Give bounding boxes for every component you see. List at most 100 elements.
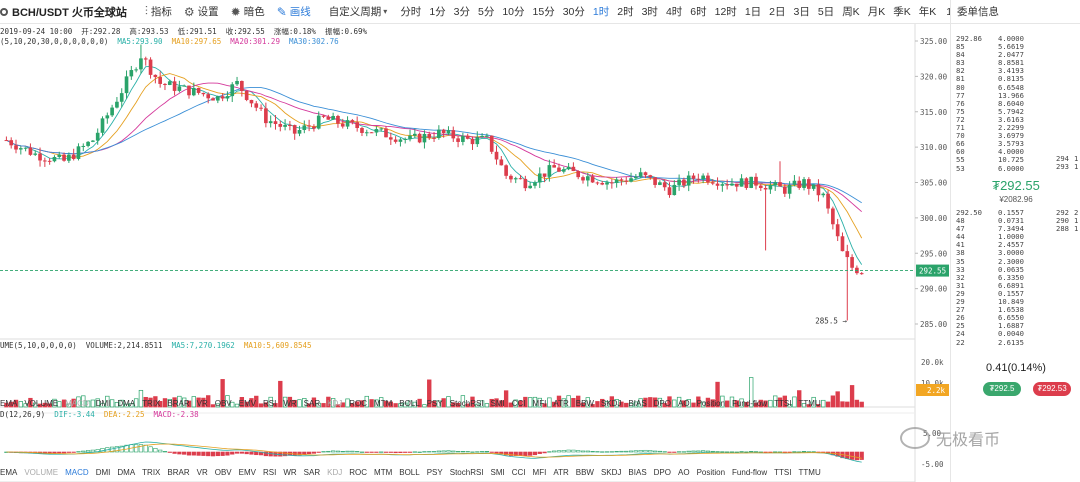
order-row[interactable]: 22 2.6135 <box>956 338 1040 347</box>
timeframe-14[interactable]: 2日 <box>769 6 786 18</box>
order-row-extra[interactable]: 292 2 <box>1056 208 1080 217</box>
indicator-tab-trix[interactable]: TRIX <box>142 399 161 408</box>
sell-price-button[interactable]: ₮292.53 <box>1033 382 1071 396</box>
order-row[interactable]: 25 1.6887 <box>956 322 1040 330</box>
order-row[interactable]: 292.86 4.0000 <box>956 34 1040 43</box>
indicator-tab-roc[interactable]: ROC <box>349 468 368 477</box>
indicator-tab-bbw[interactable]: BBW <box>575 399 594 408</box>
indicator-tab-cci[interactable]: CCI <box>511 399 526 408</box>
indicator-tab-ttsi[interactable]: TTSI <box>774 399 792 408</box>
order-row[interactable]: 81 0.8135 <box>956 75 1040 83</box>
timeframe-15[interactable]: 3日 <box>793 6 810 18</box>
order-row[interactable]: 55 10.725 <box>956 156 1040 164</box>
order-row[interactable]: 31 6.6891 <box>956 281 1040 290</box>
indicator-tab-wr[interactable]: WR <box>283 468 297 477</box>
order-row[interactable]: 66 3.5793 <box>956 140 1040 148</box>
timeframe-12[interactable]: 12时 <box>714 6 737 18</box>
timeframe-0[interactable]: 分时 <box>400 6 422 18</box>
indicator-tab-dpo[interactable]: DPO <box>653 399 671 408</box>
order-row[interactable]: 32 6.3350 <box>956 273 1040 282</box>
indicator-tab-ttmu[interactable]: TTMU <box>798 399 821 408</box>
indicator-tab-kdj[interactable]: KDJ <box>327 468 343 477</box>
order-row[interactable]: 33 0.0635 <box>956 265 1040 274</box>
timeframe-6[interactable]: 30分 <box>562 6 585 18</box>
order-row[interactable]: 48 0.0731 <box>956 216 1040 225</box>
indicator-tab-psy[interactable]: PSY <box>426 468 443 477</box>
timeframe-1[interactable]: 1分 <box>429 6 446 18</box>
order-row-extra[interactable]: 288 1 <box>1056 225 1080 233</box>
indicator-tab-kdj[interactable]: KDJ <box>327 399 343 408</box>
timeframe-3[interactable]: 5分 <box>478 6 495 18</box>
order-row[interactable]: 29 0.1557 <box>956 289 1040 298</box>
indicator-tab-boll[interactable]: BOLL <box>399 399 420 408</box>
indicator-tab-obv[interactable]: OBV <box>214 468 232 477</box>
order-row[interactable]: 27 1.6538 <box>956 306 1040 314</box>
custom-period-dropdown[interactable]: 自定义周期 ▾ <box>323 4 397 19</box>
order-row[interactable]: 29 10.849 <box>956 297 1040 306</box>
timeframe-4[interactable]: 10分 <box>502 6 525 18</box>
indicator-tab-psy[interactable]: PSY <box>426 399 443 408</box>
indicator-tab-macd[interactable]: MACD <box>65 468 89 477</box>
indicator-tab-fund-flow[interactable]: Fund-flow <box>732 399 768 408</box>
order-row[interactable]: 24 0.0040 <box>956 330 1040 338</box>
indicator-tab-trix[interactable]: TRIX <box>142 468 161 477</box>
indicator-tab-position[interactable]: Position <box>696 399 726 408</box>
indicator-tab-rsi[interactable]: RSI <box>263 399 277 408</box>
indicator-tab-smi[interactable]: SMI <box>490 399 505 408</box>
indicator-tab-fund-flow[interactable]: Fund-flow <box>732 468 768 477</box>
candlestick-chart[interactable]: 285.5 → 325.00 320.00 315.00 310.00 305.00 30… <box>0 24 950 482</box>
indicators-button[interactable]: ⫶ 指标 <box>139 4 178 19</box>
indicator-tab-mtm[interactable]: MTM <box>374 468 393 477</box>
order-row[interactable]: 38 3.0000 <box>956 249 1040 257</box>
order-row[interactable]: 77 13.966 <box>956 91 1040 100</box>
order-row-extra[interactable]: 290 1 <box>1056 216 1080 225</box>
indicator-tab-bias[interactable]: BIAS <box>628 468 647 477</box>
indicator-tab-position[interactable]: Position <box>696 468 726 477</box>
indicator-tab-bias[interactable]: BIAS <box>628 399 647 408</box>
order-row[interactable]: 76 8.6040 <box>956 99 1040 108</box>
timeframe-16[interactable]: 5日 <box>817 6 835 18</box>
timeframe-2[interactable]: 3分 <box>453 6 470 18</box>
timeframe-10[interactable]: 4时 <box>665 6 683 18</box>
timeframe-7[interactable]: 1时 <box>592 6 610 18</box>
indicator-tab-stochrsi[interactable]: StochRSI <box>449 399 484 408</box>
indicator-tab-dpo[interactable]: DPO <box>653 468 671 477</box>
draw-button[interactable]: ✎ 画线 <box>271 4 317 19</box>
order-row[interactable]: 44 1.0000 <box>956 233 1040 241</box>
indicator-tab-boll[interactable]: BOLL <box>399 468 420 477</box>
order-row[interactable]: 71 2.2299 <box>956 123 1040 132</box>
order-row[interactable]: 47 7.3494 <box>956 225 1040 233</box>
timeframe-5[interactable]: 15分 <box>532 6 555 18</box>
timeframe-9[interactable]: 3时 <box>641 6 658 18</box>
order-row[interactable]: 83 8.8581 <box>956 59 1040 67</box>
indicator-tab-ttmu[interactable]: TTMU <box>798 468 821 477</box>
indicator-tab-skdj[interactable]: SKDJ <box>600 468 622 477</box>
timeframe-13[interactable]: 1日 <box>744 6 762 18</box>
seconds-timeframe[interactable]: 1秒 <box>940 4 950 19</box>
indicator-tab-mtm[interactable]: MTM <box>374 399 393 408</box>
timeframe-19[interactable]: 季K <box>893 6 911 18</box>
order-row[interactable]: 82 3.4193 <box>956 67 1040 75</box>
order-row[interactable]: 85 5.6619 <box>956 42 1040 51</box>
indicator-tab-emv[interactable]: EMV <box>238 468 256 477</box>
indicator-tab-volume[interactable]: VOLUME <box>24 399 59 408</box>
indicator-tab-emv[interactable]: EMV <box>238 399 256 408</box>
settings-button[interactable]: ⚙ 设置 <box>178 4 225 19</box>
indicator-tab-sar[interactable]: SAR <box>303 399 321 408</box>
indicator-tab-ao[interactable]: AO <box>678 468 690 477</box>
indicator-tab-vr[interactable]: VR <box>196 399 208 408</box>
indicator-tab-sar[interactable]: SAR <box>303 468 321 477</box>
indicator-tab-dmi[interactable]: DMI <box>95 468 111 477</box>
theme-button[interactable]: ✹ 暗色 <box>225 4 271 19</box>
indicator-tab-cci[interactable]: CCI <box>511 468 526 477</box>
order-row[interactable]: 35 2.3000 <box>956 257 1040 266</box>
timeframe-11[interactable]: 6时 <box>690 6 707 18</box>
indicator-tab-dma[interactable]: DMA <box>117 399 136 408</box>
order-row[interactable]: 84 2.0477 <box>956 51 1040 59</box>
indicator-tab-mfi[interactable]: MFI <box>532 399 547 408</box>
indicator-tab-brar[interactable]: BRAR <box>167 468 190 477</box>
indicator-tab-atr[interactable]: ATR <box>553 399 569 408</box>
indicator-tab-stochrsi[interactable]: StochRSI <box>449 468 484 477</box>
symbol-selector[interactable]: BCH/USDT 火币全球站 <box>0 4 127 20</box>
indicator-tab-dma[interactable]: DMA <box>117 468 136 477</box>
